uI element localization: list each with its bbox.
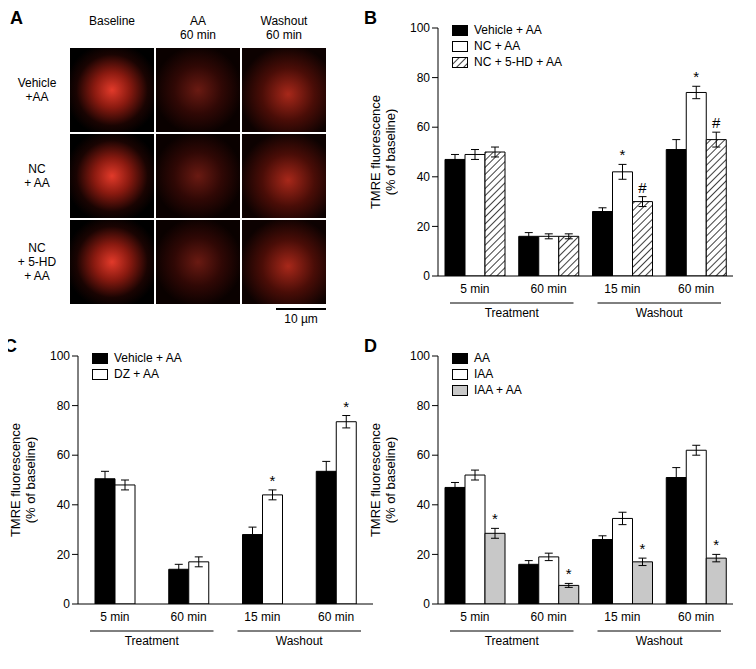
svg-text:0: 0 — [423, 597, 430, 611]
svg-text:TMRE fluorescence(% of baselin: TMRE fluorescence(% of baseline) — [368, 423, 398, 537]
svg-text:#: # — [638, 179, 647, 196]
svg-text:*: * — [270, 472, 276, 489]
html-text:AA: AA — [190, 14, 206, 28]
svg-text:40: 40 — [417, 170, 431, 184]
svg-text:*: * — [566, 565, 572, 582]
html-text:NC: NC — [28, 241, 46, 255]
svg-text:60 min: 60 min — [318, 610, 354, 624]
svg-text:80: 80 — [417, 71, 431, 85]
svg-text:80: 80 — [57, 399, 71, 413]
html-text:Washout: Washout — [260, 14, 308, 28]
html-text:DZ + AA: DZ + AA — [114, 367, 159, 381]
svg-text:60 min: 60 min — [678, 610, 714, 624]
svg-text:Washout: Washout — [636, 634, 684, 648]
html-text:D: D — [364, 336, 377, 356]
html-text:+ AA: + AA — [24, 176, 50, 190]
svg-text:*: * — [620, 146, 626, 163]
svg-text:*: * — [640, 540, 646, 557]
html-text:Vehicle + AA: Vehicle + AA — [114, 351, 182, 365]
svg-text:100: 100 — [410, 21, 430, 35]
svg-text:60 min: 60 min — [678, 282, 714, 296]
svg-text:#: # — [712, 114, 721, 131]
svg-text:60: 60 — [57, 448, 71, 462]
svg-text:60 min: 60 min — [171, 610, 207, 624]
html-text:60 min: 60 min — [266, 28, 302, 42]
html-text:IAA + AA: IAA + AA — [474, 383, 522, 397]
svg-text:40: 40 — [417, 498, 431, 512]
svg-text:Treatment: Treatment — [485, 634, 540, 648]
svg-text:15 min: 15 min — [604, 610, 640, 624]
svg-text:20: 20 — [417, 548, 431, 562]
html-text:C: C — [4, 336, 17, 356]
html-text:NC: NC — [28, 162, 46, 176]
svg-text:60 min: 60 min — [531, 282, 567, 296]
svg-text:*: * — [343, 398, 349, 415]
html-text:Vehicle: Vehicle — [17, 76, 57, 90]
svg-text:*: * — [693, 68, 699, 85]
svg-text:100: 100 — [50, 349, 70, 363]
svg-text:5 min: 5 min — [460, 610, 489, 624]
html-text:NC + 5-HD + AA: NC + 5-HD + AA — [474, 55, 562, 69]
html-text:10 µm: 10 µm — [284, 312, 318, 326]
svg-text:80: 80 — [417, 399, 431, 413]
svg-text:TMRE fluorescence(% of baselin: TMRE fluorescence(% of baseline) — [8, 423, 38, 537]
html-text:+ AA: + AA — [24, 269, 50, 283]
html-text:Vehicle + AA: Vehicle + AA — [474, 23, 542, 37]
html-text:+ 5-HD: + 5-HD — [17, 255, 57, 269]
html-text:B: B — [364, 8, 377, 28]
html-text:A: A — [10, 8, 23, 28]
svg-text:Washout: Washout — [636, 306, 684, 320]
svg-text:*: * — [713, 536, 719, 553]
svg-text:Treatment: Treatment — [125, 634, 180, 648]
html-text:+AA: +AA — [25, 90, 49, 104]
html-text:NC + AA: NC + AA — [474, 39, 521, 53]
svg-text:20: 20 — [417, 220, 431, 234]
html-text:60 min: 60 min — [180, 28, 216, 42]
svg-text:15 min: 15 min — [244, 610, 280, 624]
svg-text:TMRE fluorescence(% of baselin: TMRE fluorescence(% of baseline) — [368, 95, 398, 209]
svg-text:5 min: 5 min — [460, 282, 489, 296]
svg-text:60: 60 — [417, 448, 431, 462]
svg-text:60: 60 — [417, 120, 431, 134]
svg-text:Treatment: Treatment — [485, 306, 540, 320]
svg-text:0: 0 — [423, 269, 430, 283]
svg-text:40: 40 — [57, 498, 71, 512]
html-text:Baseline: Baseline — [89, 14, 135, 28]
svg-text:5 min: 5 min — [100, 610, 129, 624]
svg-text:Washout: Washout — [276, 634, 324, 648]
svg-text:0: 0 — [63, 597, 70, 611]
svg-text:15 min: 15 min — [604, 282, 640, 296]
svg-text:20: 20 — [57, 548, 71, 562]
svg-text:100: 100 — [410, 349, 430, 363]
html-text:AA: AA — [474, 351, 490, 365]
svg-text:*: * — [492, 510, 498, 527]
svg-text:60 min: 60 min — [531, 610, 567, 624]
html-text:IAA: IAA — [474, 367, 494, 381]
